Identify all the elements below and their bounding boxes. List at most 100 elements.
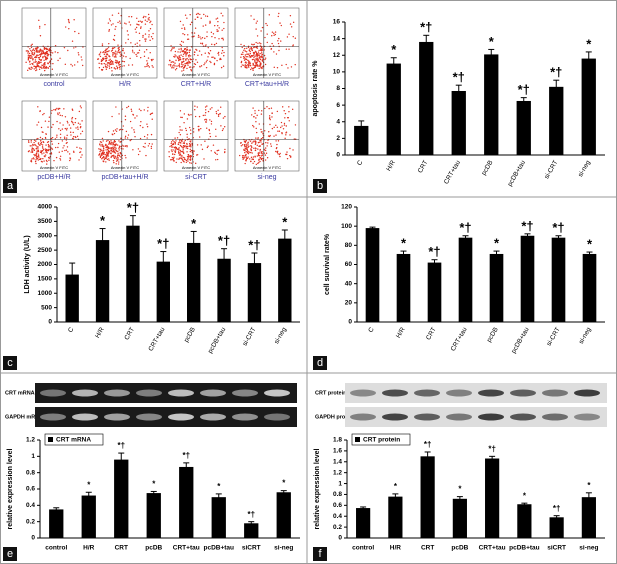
dot: [255, 54, 257, 56]
dot: [174, 54, 176, 56]
bar: [244, 523, 259, 538]
dot: [37, 62, 40, 65]
dot: [117, 49, 120, 52]
dot: [261, 52, 263, 54]
dot: [102, 57, 105, 59]
dot: [255, 163, 258, 166]
dot: [130, 16, 133, 18]
dot: [48, 65, 51, 68]
dot: [41, 67, 43, 70]
dot-plot-frame: [21, 100, 87, 172]
dot: [42, 147, 44, 149]
dot: [119, 55, 121, 58]
dot: [32, 58, 34, 60]
dot: [190, 58, 193, 61]
dot: [183, 48, 186, 50]
panel-label: f: [318, 548, 322, 560]
dot: [277, 153, 279, 155]
dot: [39, 110, 41, 113]
dot: [178, 158, 180, 160]
dot: [251, 114, 253, 116]
bar: [489, 253, 504, 322]
dot: [110, 60, 112, 63]
blot-band: [350, 413, 376, 421]
dot: [168, 64, 170, 66]
dot: [186, 48, 188, 50]
dot: [193, 66, 195, 68]
dot: [29, 63, 31, 65]
dot: [101, 158, 103, 160]
dot: [108, 62, 111, 64]
dot: [144, 23, 147, 25]
dot: [283, 122, 286, 125]
dot: [241, 46, 243, 49]
dot: [256, 63, 258, 66]
dot: [250, 145, 253, 147]
dot: [250, 160, 252, 163]
dot: [30, 159, 33, 161]
dot: [279, 126, 282, 129]
dot: [251, 58, 254, 61]
blot-band: [350, 389, 376, 397]
dot: [241, 64, 243, 66]
dot: [68, 20, 70, 22]
dot: [107, 46, 110, 48]
dot: [109, 20, 112, 22]
dot: [246, 146, 248, 149]
dot: [148, 19, 150, 21]
dot: [286, 151, 288, 153]
dot: [45, 159, 48, 162]
dot: [29, 57, 32, 60]
dot: [194, 27, 197, 29]
dot: [116, 156, 119, 158]
bar: [485, 458, 500, 538]
dot: [61, 140, 64, 142]
dot: [177, 143, 179, 145]
dot: [194, 63, 197, 66]
dot: [254, 64, 256, 67]
dot: [171, 158, 173, 161]
blot-band: [414, 389, 440, 397]
bar: [549, 86, 564, 155]
dot: [195, 48, 197, 51]
dot: [221, 49, 224, 52]
dot: [172, 65, 174, 67]
dot: [126, 106, 128, 109]
bar: [581, 58, 596, 156]
dot: [37, 142, 40, 144]
dot: [268, 131, 270, 133]
dot: [255, 127, 257, 130]
dot: [46, 56, 48, 58]
dot: [150, 36, 153, 38]
dot: [254, 55, 256, 57]
dot: [32, 157, 35, 159]
dot: [277, 40, 279, 42]
y-tick-label: 16: [333, 19, 341, 26]
dot: [255, 28, 257, 30]
dot: [267, 142, 269, 144]
dot: [240, 61, 243, 64]
dot: [140, 109, 142, 112]
dot: [212, 33, 215, 35]
dot: [146, 137, 148, 139]
dot: [194, 18, 196, 20]
dot: [113, 132, 116, 135]
blot-strip: [35, 407, 297, 427]
dot: [47, 53, 50, 56]
dot: [288, 120, 290, 122]
dot: [209, 108, 212, 110]
dot: [268, 14, 271, 16]
dot: [182, 149, 184, 151]
dot: [61, 115, 63, 117]
dot: [182, 156, 184, 159]
dot: [177, 148, 180, 150]
dot: [39, 48, 42, 51]
dot: [98, 148, 100, 150]
dot: [106, 57, 108, 59]
dot: [146, 20, 148, 23]
dot: [185, 147, 187, 149]
dot: [182, 142, 185, 144]
dot: [255, 57, 257, 60]
dot: [213, 62, 216, 65]
dot: [179, 126, 181, 128]
